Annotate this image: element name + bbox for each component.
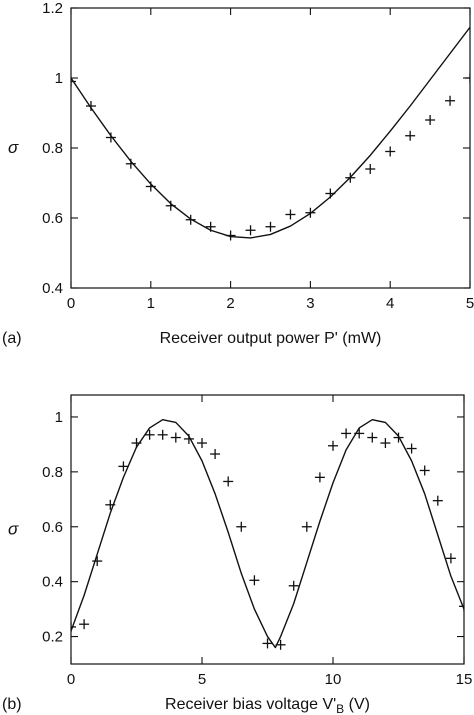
x-axis-label-subscript: B [336,702,344,715]
data-point [245,225,256,236]
y-axis-label: σ [8,138,19,157]
data-point [285,209,296,220]
data-point [341,428,352,439]
y-tick-label: 1 [55,409,63,426]
data-point [405,130,416,141]
data-point [465,73,470,83]
data-point [406,443,417,454]
data-point [118,461,129,472]
x-tick-label: 4 [386,295,394,312]
x-axis-label: Receiver output power P' (mW) [160,330,382,347]
data-point [385,146,396,157]
x-tick-label: 5 [198,671,206,688]
y-tick-label: 1.2 [42,0,63,17]
data-point [328,440,338,451]
plot-area [71,26,470,241]
data-point [157,429,168,440]
y-tick-label: 1 [55,70,63,87]
data-point [265,221,276,232]
data-point [419,465,430,476]
data-point [71,76,76,87]
data-point [425,115,436,125]
y-tick-label: 0.8 [42,464,63,481]
data-point [380,438,391,449]
data-point [432,495,443,506]
panel-a: 0 1 2 3 4 5 0.4 0.6 0.8 1 1.2 σ Receiver output powe… [2,0,474,347]
x-tick-label: 2 [226,295,234,312]
data-point [144,429,155,440]
y-tick-label: 0.6 [42,210,63,227]
y-tick-label: 0.8 [42,140,63,157]
measured-points [71,428,464,650]
panel-b: 0 5 10 15 0.2 0.4 0.6 0.8 1 σ Receiver bias voltag… [2,394,473,715]
data-point [71,621,76,632]
data-point [262,638,273,649]
panel-label: (a) [2,330,22,347]
x-axis-label-unit: (V) [344,696,370,713]
data-point [288,580,299,591]
data-point [459,601,464,612]
plot-area [71,419,464,650]
data-point [197,438,207,449]
x-axis-label: Receiver bias voltage V'B (V) [165,696,370,715]
data-point [367,432,378,443]
data-point [445,95,456,106]
data-point [301,521,312,532]
y-tick-label: 0.6 [42,519,63,536]
panel-label: (b) [2,696,22,713]
data-point [92,556,103,567]
plot-frame [70,7,471,289]
y-tick-label: 0.2 [42,629,63,646]
theory-curve [71,26,470,239]
plot-frame [70,394,465,665]
x-tick-label: 0 [67,671,75,688]
data-point [365,164,376,174]
data-point [85,101,96,111]
theory-curve [71,419,464,649]
x-tick-label: 0 [67,295,75,312]
data-point [170,432,181,443]
data-point [236,521,247,532]
x-tick-label: 1 [147,295,155,312]
data-point [210,449,221,460]
x-tick-label: 5 [466,295,474,312]
data-point [249,575,260,586]
data-point [105,132,116,143]
data-point [314,472,325,483]
y-tick-label: 0.4 [42,574,63,591]
data-point [79,619,90,630]
y-tick-label: 0.4 [42,280,63,297]
x-axis-label-main: Receiver bias voltage V' [165,696,336,713]
data-point [445,553,456,564]
x-tick-label: 15 [456,671,473,688]
data-point [223,476,234,487]
y-axis-label: σ [8,520,19,539]
x-tick-label: 3 [306,295,314,312]
x-tick-label: 10 [325,671,342,688]
